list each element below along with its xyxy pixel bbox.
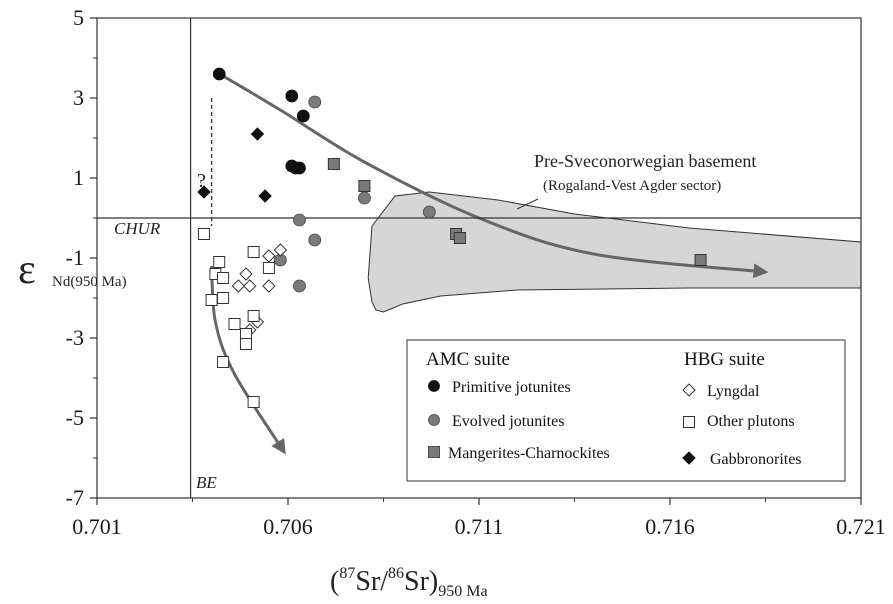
x-label-sup87: 87 bbox=[339, 565, 355, 582]
x-tick-label: 0.706 bbox=[263, 514, 313, 539]
x-tick-label: 0.711 bbox=[455, 514, 504, 539]
point-evolved-jotunites bbox=[293, 214, 305, 226]
legend-hbg-title: HBG suite bbox=[684, 349, 765, 370]
y-tick-label: -1 bbox=[66, 245, 84, 270]
point-gabbronorites bbox=[259, 190, 271, 202]
x-label-subscript: 950 Ma bbox=[438, 583, 487, 600]
legend-amc-title: AMC suite bbox=[426, 349, 510, 370]
point-other-plutons bbox=[198, 229, 209, 240]
y-tick-label: 5 bbox=[73, 5, 84, 30]
x-tick-label: 0.716 bbox=[645, 514, 695, 539]
x-tick-label: 0.701 bbox=[72, 514, 122, 539]
point-other-plutons bbox=[240, 329, 251, 340]
legend: AMC suite HBG suite Primitive jotunites … bbox=[407, 340, 845, 481]
point-lyngdal bbox=[240, 268, 252, 280]
point-other-plutons bbox=[206, 295, 217, 306]
point-primitive-jotunites bbox=[213, 68, 225, 80]
point-evolved-jotunites bbox=[358, 192, 370, 204]
point-evolved-jotunites bbox=[309, 234, 321, 246]
basement-field bbox=[368, 192, 861, 312]
point-lyngdal bbox=[232, 280, 244, 292]
point-other-plutons bbox=[248, 397, 259, 408]
point-other-plutons bbox=[218, 293, 229, 304]
legend-label-lyngdal: Lyngdal bbox=[707, 383, 760, 400]
point-lyngdal bbox=[274, 244, 286, 256]
point-other-plutons bbox=[218, 357, 229, 368]
be-label: BE bbox=[196, 473, 217, 492]
x-label-sr: Sr/ bbox=[355, 566, 388, 597]
point-mangerites-charnockites bbox=[328, 159, 339, 170]
legend-marker-other bbox=[684, 417, 695, 428]
point-lyngdal bbox=[244, 280, 256, 292]
point-primitive-jotunites bbox=[286, 90, 298, 102]
y-tick-label: -7 bbox=[66, 485, 84, 510]
point-mangerites-charnockites bbox=[359, 181, 370, 192]
point-primitive-jotunites bbox=[293, 162, 305, 174]
x-label-sup86: 86 bbox=[388, 565, 404, 582]
legend-marker-mangerite bbox=[429, 447, 440, 458]
point-other-plutons bbox=[248, 247, 259, 258]
point-other-plutons bbox=[229, 319, 240, 330]
basement-subtitle: (Rogaland-Vest Agder sector) bbox=[543, 178, 721, 194]
y-axis-subscript: Nd(950 Ma) bbox=[52, 274, 127, 290]
basement-title: Pre-Sveconorwegian basement bbox=[534, 151, 756, 171]
x-label-close: Sr) bbox=[404, 566, 438, 597]
legend-marker-evolved bbox=[429, 415, 440, 426]
x-axis-label: (87Sr/86Sr)950 Ma bbox=[330, 565, 488, 600]
point-other-plutons bbox=[263, 263, 274, 274]
legend-label-primitive: Primitive jotunites bbox=[452, 379, 571, 396]
legend-label-evolved: Evolved jotunites bbox=[452, 413, 564, 430]
question-mark: ? bbox=[197, 170, 206, 192]
y-tick-label: -5 bbox=[66, 405, 84, 430]
legend-marker-primitive bbox=[429, 381, 440, 392]
point-other-plutons bbox=[240, 339, 251, 350]
point-lyngdal bbox=[263, 250, 275, 262]
x-label-open: ( bbox=[330, 566, 339, 597]
y-tick-label: 1 bbox=[73, 165, 84, 190]
legend-label-other: Other plutons bbox=[707, 413, 795, 430]
point-mangerites-charnockites bbox=[454, 233, 465, 244]
point-other-plutons bbox=[218, 273, 229, 284]
legend-label-mangerite: Mangerites-Charnockites bbox=[448, 445, 610, 462]
y-tick-label: -3 bbox=[66, 325, 84, 350]
point-lyngdal bbox=[263, 280, 275, 292]
y-axis-symbol: ε bbox=[18, 247, 36, 293]
point-other-plutons bbox=[248, 311, 259, 322]
point-evolved-jotunites bbox=[309, 96, 321, 108]
point-evolved-jotunites bbox=[293, 280, 305, 292]
point-other-plutons bbox=[214, 257, 225, 268]
point-gabbronorites bbox=[251, 128, 263, 140]
chur-label: CHUR bbox=[114, 219, 161, 238]
x-tick-label: 0.721 bbox=[836, 514, 886, 539]
point-mangerites-charnockites bbox=[695, 255, 706, 266]
point-evolved-jotunites bbox=[423, 206, 435, 218]
point-primitive-jotunites bbox=[297, 110, 309, 122]
y-tick-label: 3 bbox=[73, 85, 84, 110]
legend-label-gabbronorite: Gabbronorites bbox=[710, 451, 802, 468]
